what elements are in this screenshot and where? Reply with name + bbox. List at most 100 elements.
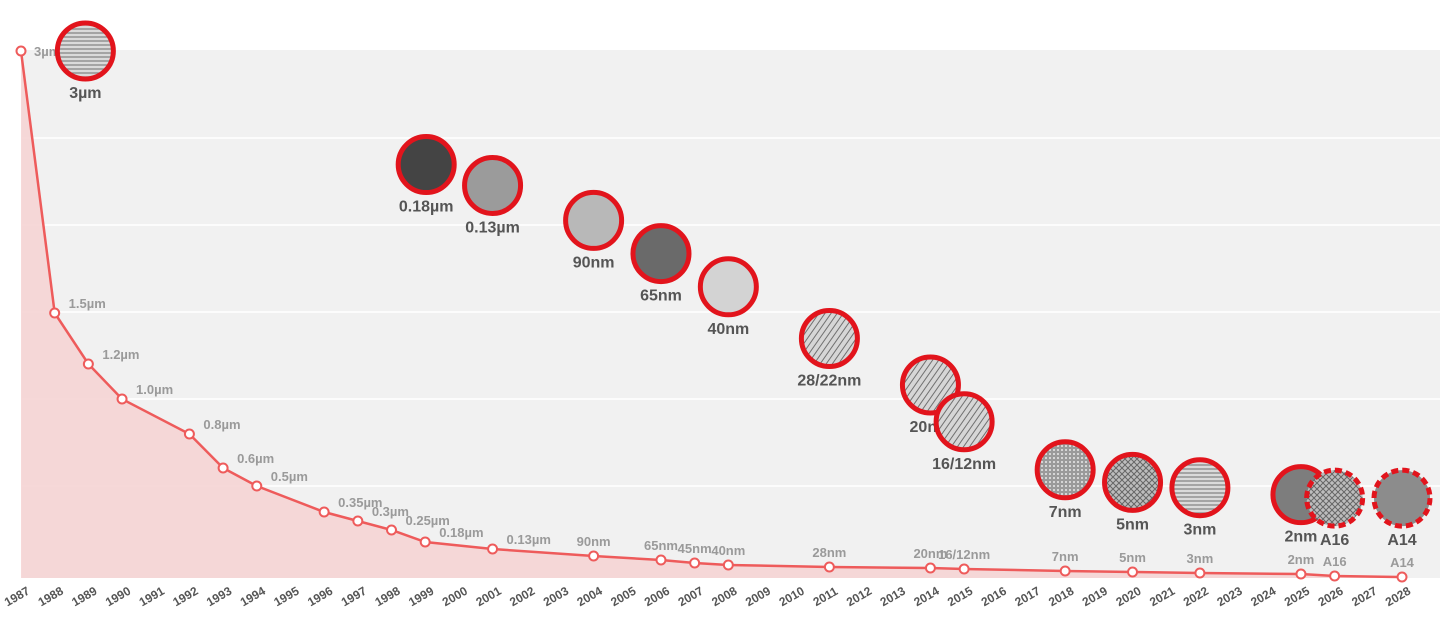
x-tick-2000: 2000 <box>440 584 470 610</box>
x-tick-1992: 1992 <box>170 584 200 610</box>
point-label-2028: A14 <box>1390 555 1415 570</box>
x-tick-2016: 2016 <box>979 584 1009 610</box>
badge-ring <box>1371 467 1433 529</box>
badge-label: 3µm <box>69 85 101 102</box>
badge-5nm: 5nm <box>1102 451 1164 533</box>
x-tick-2008: 2008 <box>709 584 739 610</box>
micrograph-icon <box>1374 470 1430 527</box>
badge-013m: 0.13µm <box>462 154 524 236</box>
point-label-2025: 2nm <box>1288 552 1315 567</box>
x-tick-2020: 2020 <box>1113 584 1143 610</box>
point-label-2011: 28nm <box>812 545 846 560</box>
badge-label: 7nm <box>1049 504 1082 521</box>
x-tick-1987: 1987 <box>2 584 32 610</box>
badge-2822nm: 28/22nm <box>797 308 861 390</box>
x-tick-1990: 1990 <box>103 584 133 610</box>
badge-label: A16 <box>1320 532 1349 549</box>
badge-label: 16/12nm <box>932 456 996 473</box>
x-tick-2028: 2028 <box>1383 584 1413 610</box>
badge-65nm: 65nm <box>630 223 692 305</box>
data-point-2025 <box>1295 568 1307 580</box>
badge-label: 0.18µm <box>399 199 454 216</box>
x-tick-2009: 2009 <box>743 584 773 610</box>
data-point-1987 <box>15 45 27 57</box>
badge-a16: A16 <box>1304 467 1366 549</box>
x-tick-1988: 1988 <box>36 584 66 610</box>
x-tick-2002: 2002 <box>507 584 537 610</box>
data-point-2011 <box>823 561 835 573</box>
point-label-2018: 7nm <box>1052 549 1079 564</box>
x-tick-1998: 1998 <box>372 584 402 610</box>
data-point-2015 <box>958 563 970 575</box>
x-tick-2010: 2010 <box>777 584 807 610</box>
x-tick-2024: 2024 <box>1248 584 1278 610</box>
micrograph-icon <box>700 258 757 315</box>
point-label-2008: 40nm <box>711 543 745 558</box>
x-tick-2027: 2027 <box>1349 584 1379 610</box>
point-label-1999: 0.18µm <box>439 525 483 540</box>
x-tick-2023: 2023 <box>1215 584 1245 610</box>
data-point-2014 <box>924 562 936 574</box>
point-label-2004: 90nm <box>577 534 611 549</box>
data-point-1988 <box>49 307 61 319</box>
x-tick-2006: 2006 <box>642 584 672 610</box>
badge-a14: A14 <box>1371 467 1433 549</box>
x-tick-2018: 2018 <box>1046 584 1076 610</box>
badge-3nm: 3nm <box>1169 457 1231 539</box>
micrograph-icon <box>464 157 521 214</box>
micrograph-icon <box>1104 454 1161 511</box>
x-tick-2025: 2025 <box>1282 584 1312 610</box>
x-tick-2001: 2001 <box>473 584 503 610</box>
micrograph-icon <box>801 310 858 367</box>
x-axis: 1987 1988 1989 1990 1991 1992 1993 1994 1995 1996… <box>2 584 1413 610</box>
badge-ring <box>798 308 860 369</box>
badge-ring <box>1034 439 1096 501</box>
data-point-2020 <box>1127 566 1139 578</box>
badge-7nm: 7nm <box>1034 439 1096 521</box>
badge-ring <box>697 256 759 318</box>
data-point-1990 <box>116 393 128 405</box>
point-label-1998: 0.25µm <box>406 513 450 528</box>
data-point-2004 <box>588 550 600 562</box>
badge-ring <box>899 354 961 416</box>
badge-label: 5nm <box>1116 516 1149 533</box>
micrograph-icon <box>1037 441 1094 498</box>
point-label-1990: 1.0µm <box>136 382 173 397</box>
point-label-2022: 3nm <box>1187 551 1214 566</box>
data-point-2028 <box>1396 571 1408 583</box>
micrograph-icon <box>1171 459 1228 516</box>
x-tick-2005: 2005 <box>608 584 638 610</box>
badge-90nm: 90nm <box>563 189 625 271</box>
x-tick-1995: 1995 <box>271 584 301 610</box>
badge-label: 40nm <box>707 321 749 338</box>
point-label-2026: A16 <box>1323 554 1347 569</box>
point-label-1996: 0.35µm <box>338 495 382 510</box>
data-point-2022 <box>1194 567 1206 579</box>
x-tick-2003: 2003 <box>541 584 571 610</box>
x-tick-1993: 1993 <box>204 584 234 610</box>
badge-ring <box>1169 457 1231 519</box>
point-label-1988: 1.5µm <box>69 296 106 311</box>
point-label-1994: 0.5µm <box>271 469 308 484</box>
badge-ring <box>630 223 692 285</box>
badge-ring <box>54 20 116 82</box>
micrograph-icon <box>565 192 622 249</box>
badge-ring <box>1102 451 1164 513</box>
point-label-1993: 0.6µm <box>237 451 274 466</box>
badge-018m: 0.18µm <box>395 134 457 216</box>
data-point-2008 <box>722 559 734 571</box>
data-point-2001 <box>487 543 499 555</box>
x-tick-2014: 2014 <box>911 584 941 610</box>
point-label-2001: 0.13µm <box>507 532 551 547</box>
x-tick-2026: 2026 <box>1316 584 1346 610</box>
point-label-2014: 20nm <box>913 546 947 561</box>
x-tick-2021: 2021 <box>1147 584 1177 610</box>
badge-ring <box>395 134 457 196</box>
x-tick-2004: 2004 <box>575 584 605 610</box>
point-label-2006: 65nm <box>644 538 678 553</box>
badge-label: 2nm <box>1284 529 1317 546</box>
x-tick-2013: 2013 <box>878 584 908 610</box>
data-point-1994 <box>251 480 263 492</box>
data-point-1999 <box>419 536 431 548</box>
